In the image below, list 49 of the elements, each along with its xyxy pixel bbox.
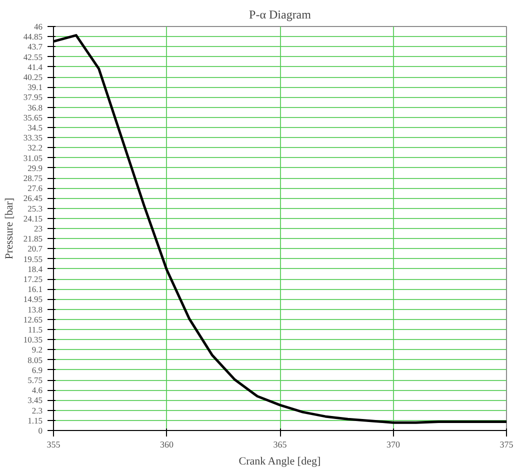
y-tick-label: 39.1: [28, 82, 42, 92]
y-tick-label: 43.7: [28, 42, 42, 52]
y-tick-label: 8.05: [28, 354, 42, 365]
y-tick-label: 14.95: [23, 294, 42, 304]
y-tick-label: 10.35: [23, 334, 42, 345]
x-tick-label: 355: [46, 440, 61, 450]
y-tick-label: 17.25: [23, 274, 42, 284]
y-axis-title: Pressure [bar]: [3, 198, 16, 260]
x-tick-label: 360: [160, 440, 174, 450]
y-tick-label: 1.15: [28, 415, 42, 426]
y-tick-label: 41.4: [28, 62, 44, 72]
x-axis-title: Crank Angle [deg]: [238, 456, 321, 468]
chart-title: P-α Diagram: [249, 8, 312, 22]
y-tick-label: 34.5: [28, 122, 42, 132]
y-tick-label: 13.8: [28, 304, 42, 314]
y-tick-label: 35.65: [23, 112, 42, 122]
y-tick-label: 21.85: [23, 234, 42, 244]
y-tick-label: 29.9: [28, 162, 42, 173]
y-tick-label: 42.55: [23, 52, 42, 62]
y-tick-label: 37.95: [23, 92, 42, 102]
y-tick-label: 11.5: [28, 324, 43, 334]
y-tick-label: 31.05: [23, 152, 42, 163]
y-tick-label: 6.9: [32, 364, 42, 375]
y-tick-label: 36.8: [28, 102, 42, 112]
y-tick-label: 20.7: [28, 244, 42, 254]
y-tick-label: 9.2: [32, 344, 42, 355]
y-tick-label: 3.45: [28, 395, 42, 406]
y-tick-label: 28.75: [23, 173, 42, 183]
x-tick-label: 370: [386, 440, 400, 450]
y-tick-label: 2.3: [32, 405, 42, 416]
y-tick-label: 4.6: [32, 385, 42, 396]
y-tick-label: 23: [34, 224, 42, 234]
y-tick-label: 16.1: [28, 284, 42, 294]
y-tick-label: 18.4: [28, 264, 44, 274]
x-tick-label: 365: [273, 440, 288, 450]
y-tick-label: 5.75: [28, 375, 42, 385]
y-tick-label: 19.55: [23, 254, 42, 264]
y-tick-label: 24.15: [23, 213, 42, 224]
y-tick-label: 46: [34, 22, 42, 32]
y-tick-label: 40.25: [23, 72, 42, 82]
y-tick-label: 0: [38, 426, 42, 436]
y-tick-label: 12.65: [23, 314, 42, 324]
y-tick-label: 33.35: [23, 132, 42, 143]
y-tick-label: 32.2: [28, 142, 42, 153]
y-tick-label: 27.6: [28, 183, 42, 194]
y-tick-label: 25.3: [28, 203, 42, 214]
y-tick-label: 26.45: [23, 193, 42, 204]
y-tick-label: 44.85: [23, 32, 42, 42]
x-tick-label: 375: [500, 440, 514, 450]
